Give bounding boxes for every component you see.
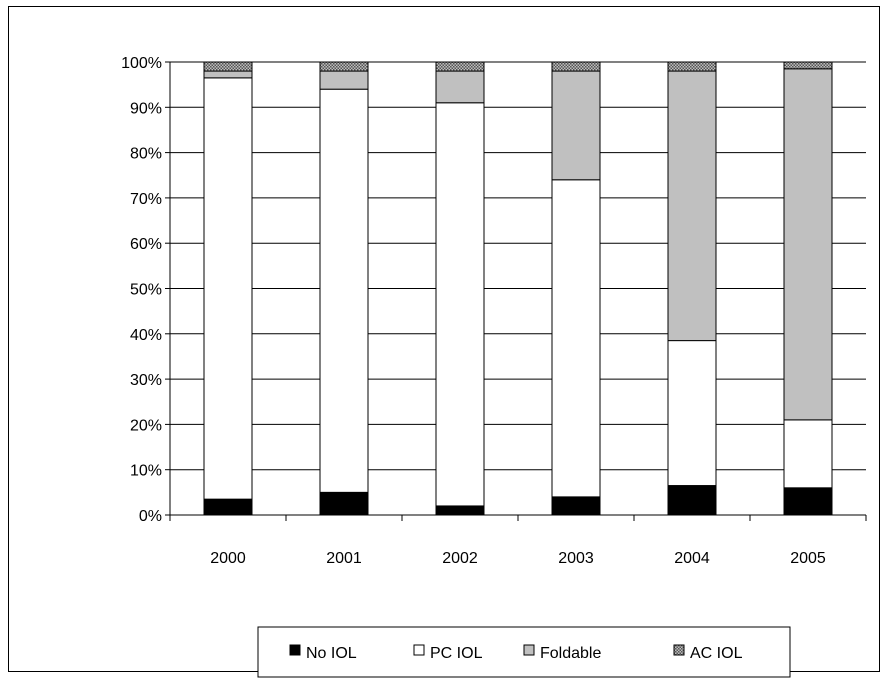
bar-segment-foldable xyxy=(783,68,833,421)
bar-segment-no-iol xyxy=(783,487,833,516)
bar-segment-ac-iol xyxy=(435,61,485,72)
bar-segment-no-iol xyxy=(319,491,369,516)
bar-segment-foldable xyxy=(319,70,369,90)
legend-swatch xyxy=(523,644,535,656)
legend-item: Foldable xyxy=(523,644,601,662)
x-tick-label: 2002 xyxy=(442,550,478,567)
y-tick-label: 80% xyxy=(130,146,162,163)
y-tick-label: 10% xyxy=(130,463,162,480)
y-tick-label: 40% xyxy=(130,327,162,344)
bar-segment-no-iol xyxy=(667,485,717,516)
bar-segment-pc-iol xyxy=(435,102,485,507)
bar-segment-pc-iol xyxy=(551,179,601,498)
legend-swatch xyxy=(673,644,685,656)
gridlines xyxy=(170,61,866,471)
legend-swatch xyxy=(413,644,425,656)
bars xyxy=(203,61,833,516)
bar-segment-ac-iol xyxy=(203,61,253,72)
y-tick-label: 0% xyxy=(139,508,162,525)
bar-segment-pc-iol xyxy=(319,88,369,493)
legend-label: Foldable xyxy=(540,645,601,662)
axes xyxy=(165,61,867,521)
y-tick-label: 30% xyxy=(130,372,162,389)
bar-segment-ac-iol xyxy=(319,61,369,72)
y-tick-label: 20% xyxy=(130,417,162,434)
legend-label: No IOL xyxy=(306,645,357,662)
bar-segment-ac-iol xyxy=(783,61,833,70)
bar-segment-foldable xyxy=(203,70,253,79)
y-tick-label: 60% xyxy=(130,236,162,253)
legend-label: AC IOL xyxy=(690,645,743,662)
y-tick-label: 50% xyxy=(130,282,162,299)
legend-label: PC IOL xyxy=(430,645,483,662)
x-tick-label: 2004 xyxy=(674,550,710,567)
y-tick-label: 90% xyxy=(130,100,162,117)
x-tick-label: 2001 xyxy=(326,550,362,567)
y-tick-labels: 0% 10% 20% 30% 40% 50% 60% 70% 80% 90% 100% xyxy=(121,55,162,525)
bar-segment-no-iol xyxy=(551,496,601,516)
legend: No IOL PC IOL Foldable AC IOL xyxy=(257,626,791,678)
y-tick-label: 100% xyxy=(121,55,162,72)
x-tick-labels: 2000 2001 2002 2003 2004 2005 xyxy=(210,550,826,567)
legend-item: No IOL xyxy=(289,644,357,662)
bar-segment-ac-iol xyxy=(667,61,717,72)
legend-item: PC IOL xyxy=(413,644,483,662)
bar-segment-foldable xyxy=(551,70,601,181)
bar-segment-ac-iol xyxy=(551,61,601,72)
bar-segment-no-iol xyxy=(203,498,253,516)
bar-segment-no-iol xyxy=(435,505,485,516)
bar-segment-pc-iol xyxy=(667,340,717,487)
x-tick-label: 2000 xyxy=(210,550,246,567)
bar-segment-pc-iol xyxy=(203,77,253,500)
bar-segment-pc-iol xyxy=(783,419,833,489)
y-tick-label: 70% xyxy=(130,191,162,208)
legend-swatch xyxy=(289,644,301,656)
x-tick-label: 2005 xyxy=(790,550,826,567)
bar-segment-foldable xyxy=(435,70,485,104)
bar-segment-foldable xyxy=(667,70,717,342)
legend-item: AC IOL xyxy=(673,644,743,662)
x-tick-label: 2003 xyxy=(558,550,594,567)
